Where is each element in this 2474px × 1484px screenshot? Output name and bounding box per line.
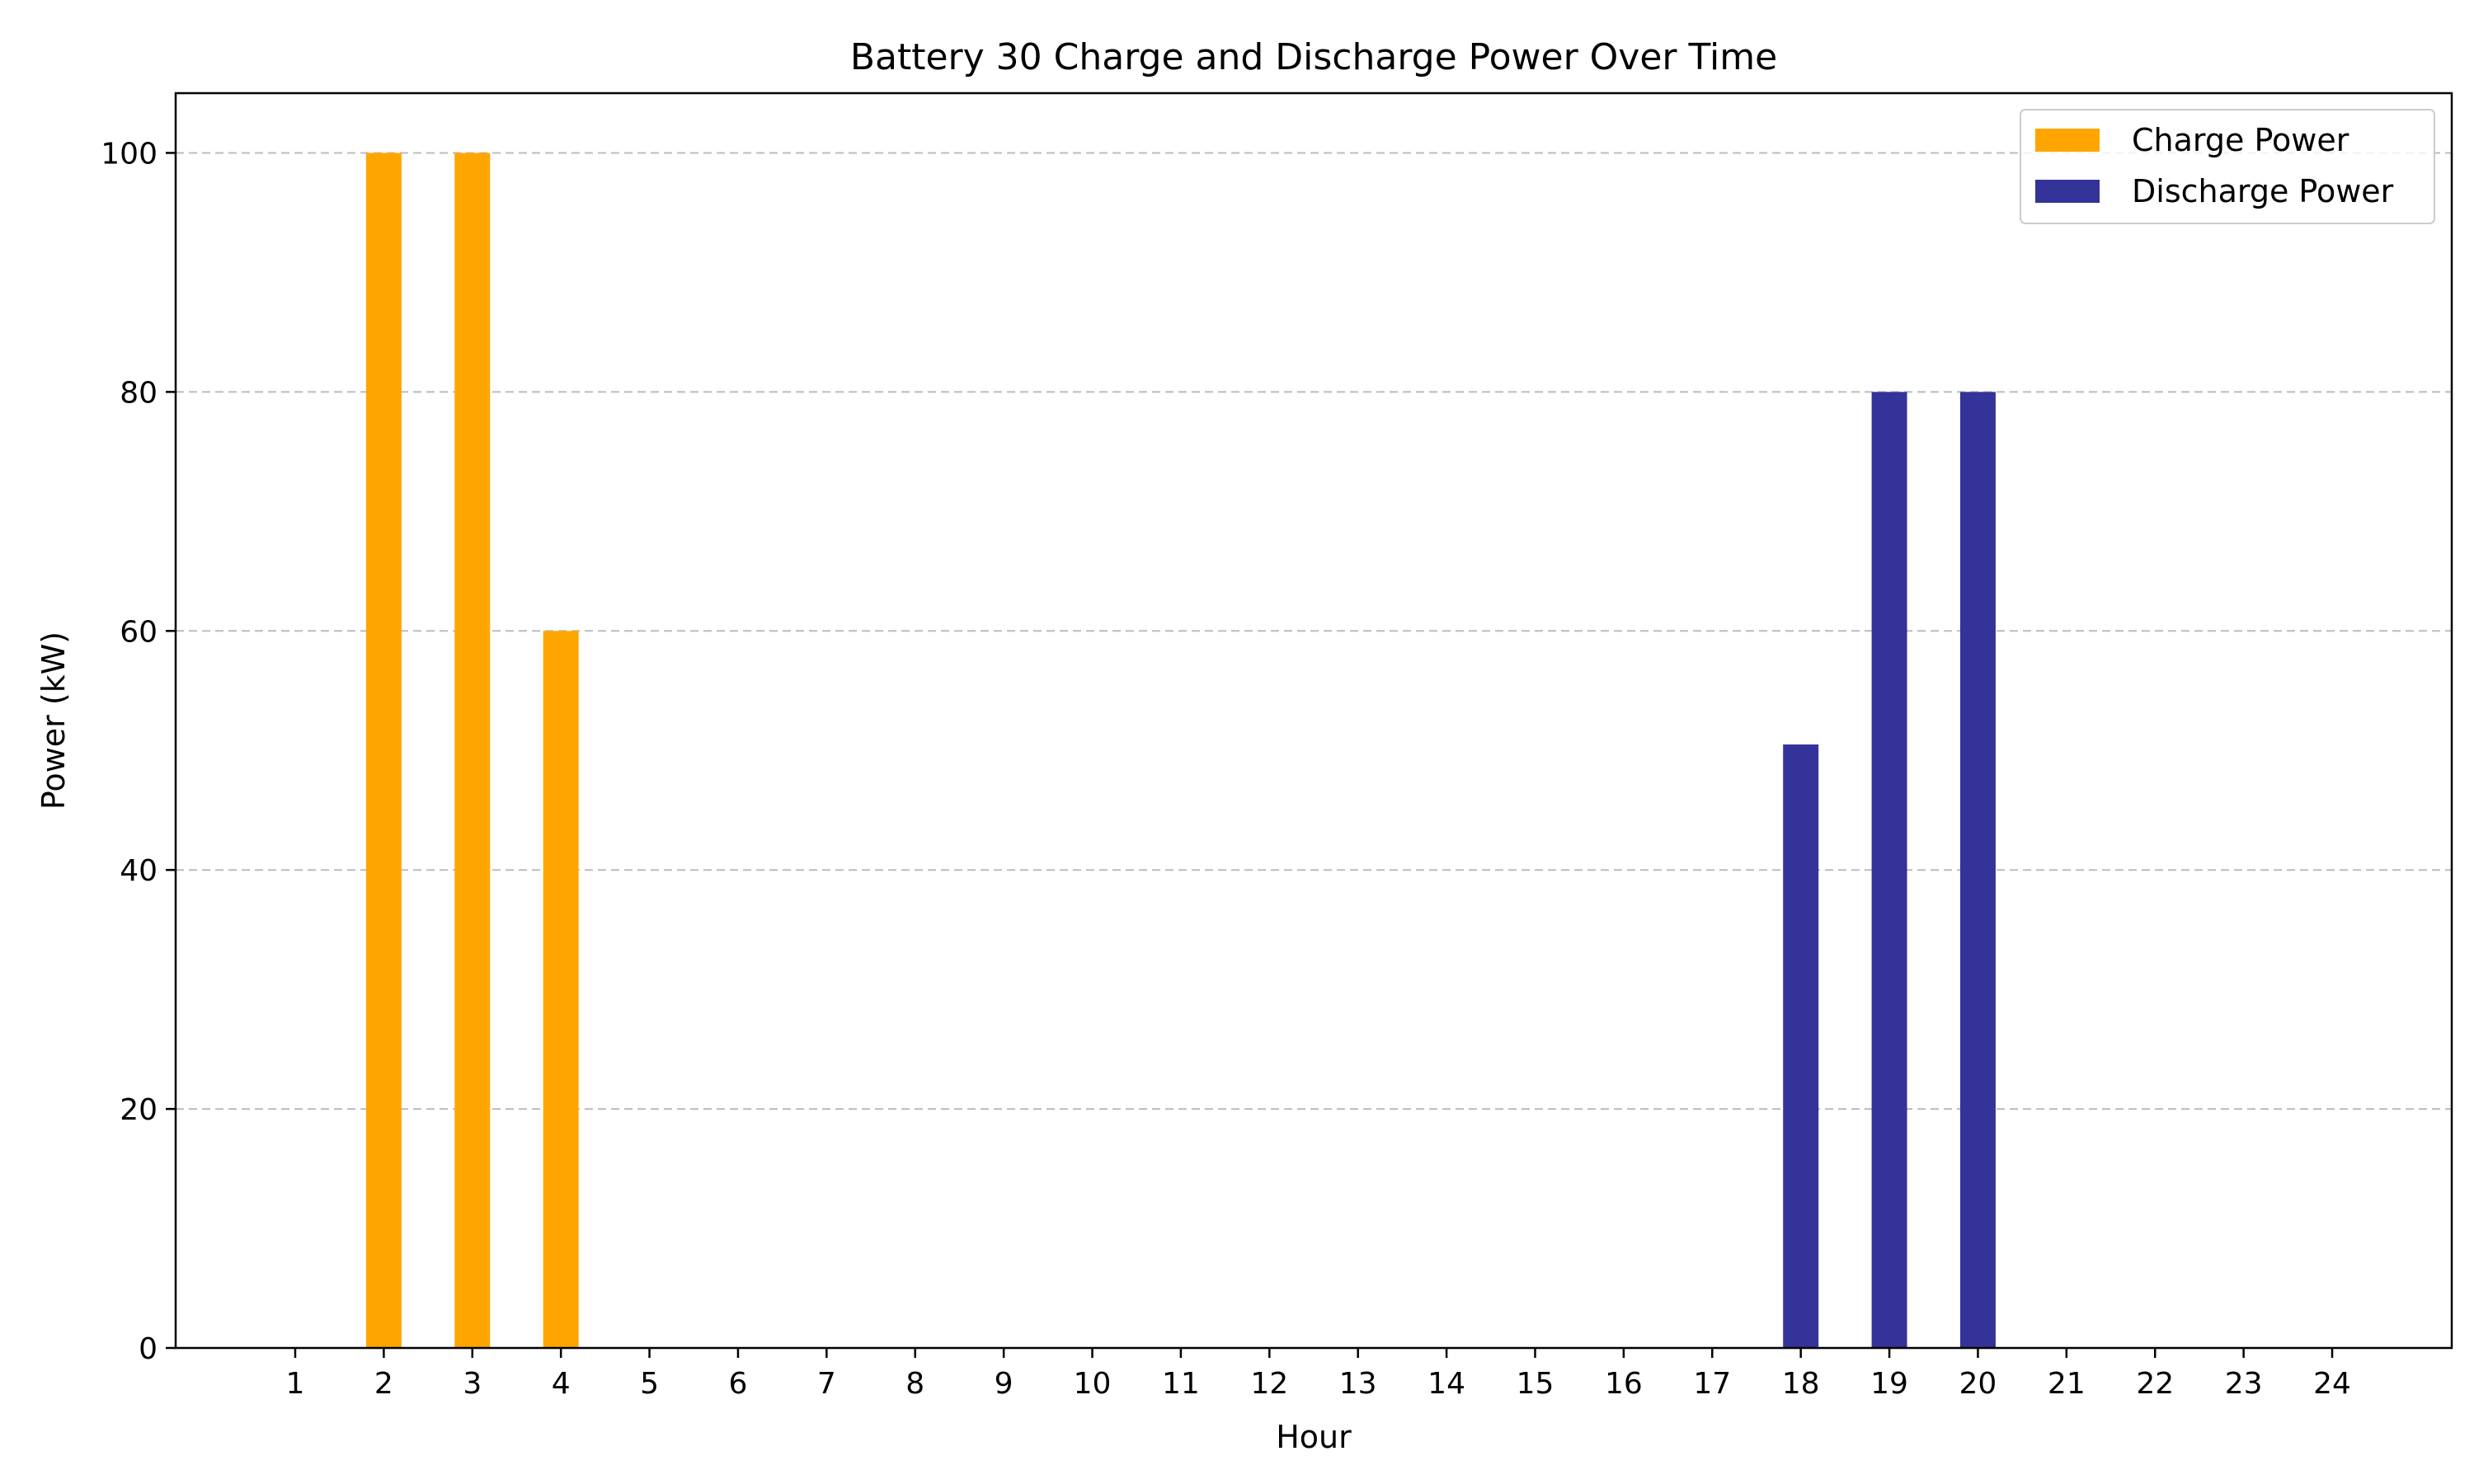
discharge-power-bar [1871,392,1907,1348]
bars [365,153,1996,1348]
x-axis-label: Hour [1276,1419,1352,1455]
x-tick-label: 13 [1339,1367,1377,1401]
x-tick-label: 7 [817,1367,836,1401]
x-tick-label: 5 [640,1367,659,1401]
x-tick-label: 14 [1427,1367,1465,1401]
legend: Charge Power Discharge Power [2020,109,2435,224]
y-axis-label: Power (kW) [35,632,72,810]
y-tick-label: 80 [120,376,158,410]
x-tick-label: 2 [374,1367,393,1401]
y-tick-label: 0 [139,1332,158,1366]
y-tick-label: 40 [120,854,158,888]
x-tick-label: 3 [463,1367,482,1401]
discharge-power-bar [1959,392,1996,1348]
x-tick-label: 11 [1162,1367,1200,1401]
x-tick-label: 15 [1517,1367,1554,1401]
x-tick-label: 24 [2313,1367,2351,1401]
charge-power-bar [543,631,579,1348]
x-tick-label: 12 [1250,1367,1288,1401]
x-tick-label: 22 [2136,1367,2174,1401]
legend-swatch-charge [2035,129,2100,152]
discharge-power-bar [1783,744,1819,1348]
x-tick-label: 16 [1605,1367,1643,1401]
x-tick-label: 10 [1074,1367,1112,1401]
y-tick-label: 60 [120,615,158,649]
charge-power-bar [365,153,402,1348]
plot-frame [174,92,2453,1350]
x-tick-label: 17 [1693,1367,1731,1401]
charge-power-bar [454,153,491,1348]
x-tick-label: 8 [905,1367,924,1401]
y-tick-label: 20 [120,1093,158,1127]
x-tick-label: 20 [1959,1367,1997,1401]
x-tick-label: 18 [1782,1367,1820,1401]
y-tick-label: 100 [101,137,158,171]
chart-title: Battery 30 Charge and Discharge Power Ov… [850,36,1777,78]
x-tick-label: 4 [552,1367,571,1401]
x-tick-label: 21 [2048,1367,2086,1401]
legend-frame [2020,109,2435,224]
grid-lines [176,152,2452,1111]
x-tick-label: 1 [286,1367,305,1401]
legend-label-discharge: Discharge Power [2132,173,2394,209]
x-tick-label: 23 [2225,1367,2263,1401]
legend-label-charge: Charge Power [2132,122,2349,158]
x-tick-label: 9 [995,1367,1014,1401]
x-tick-label: 6 [728,1367,747,1401]
x-tick-label: 19 [1870,1367,1908,1401]
legend-swatch-discharge [2035,180,2100,203]
